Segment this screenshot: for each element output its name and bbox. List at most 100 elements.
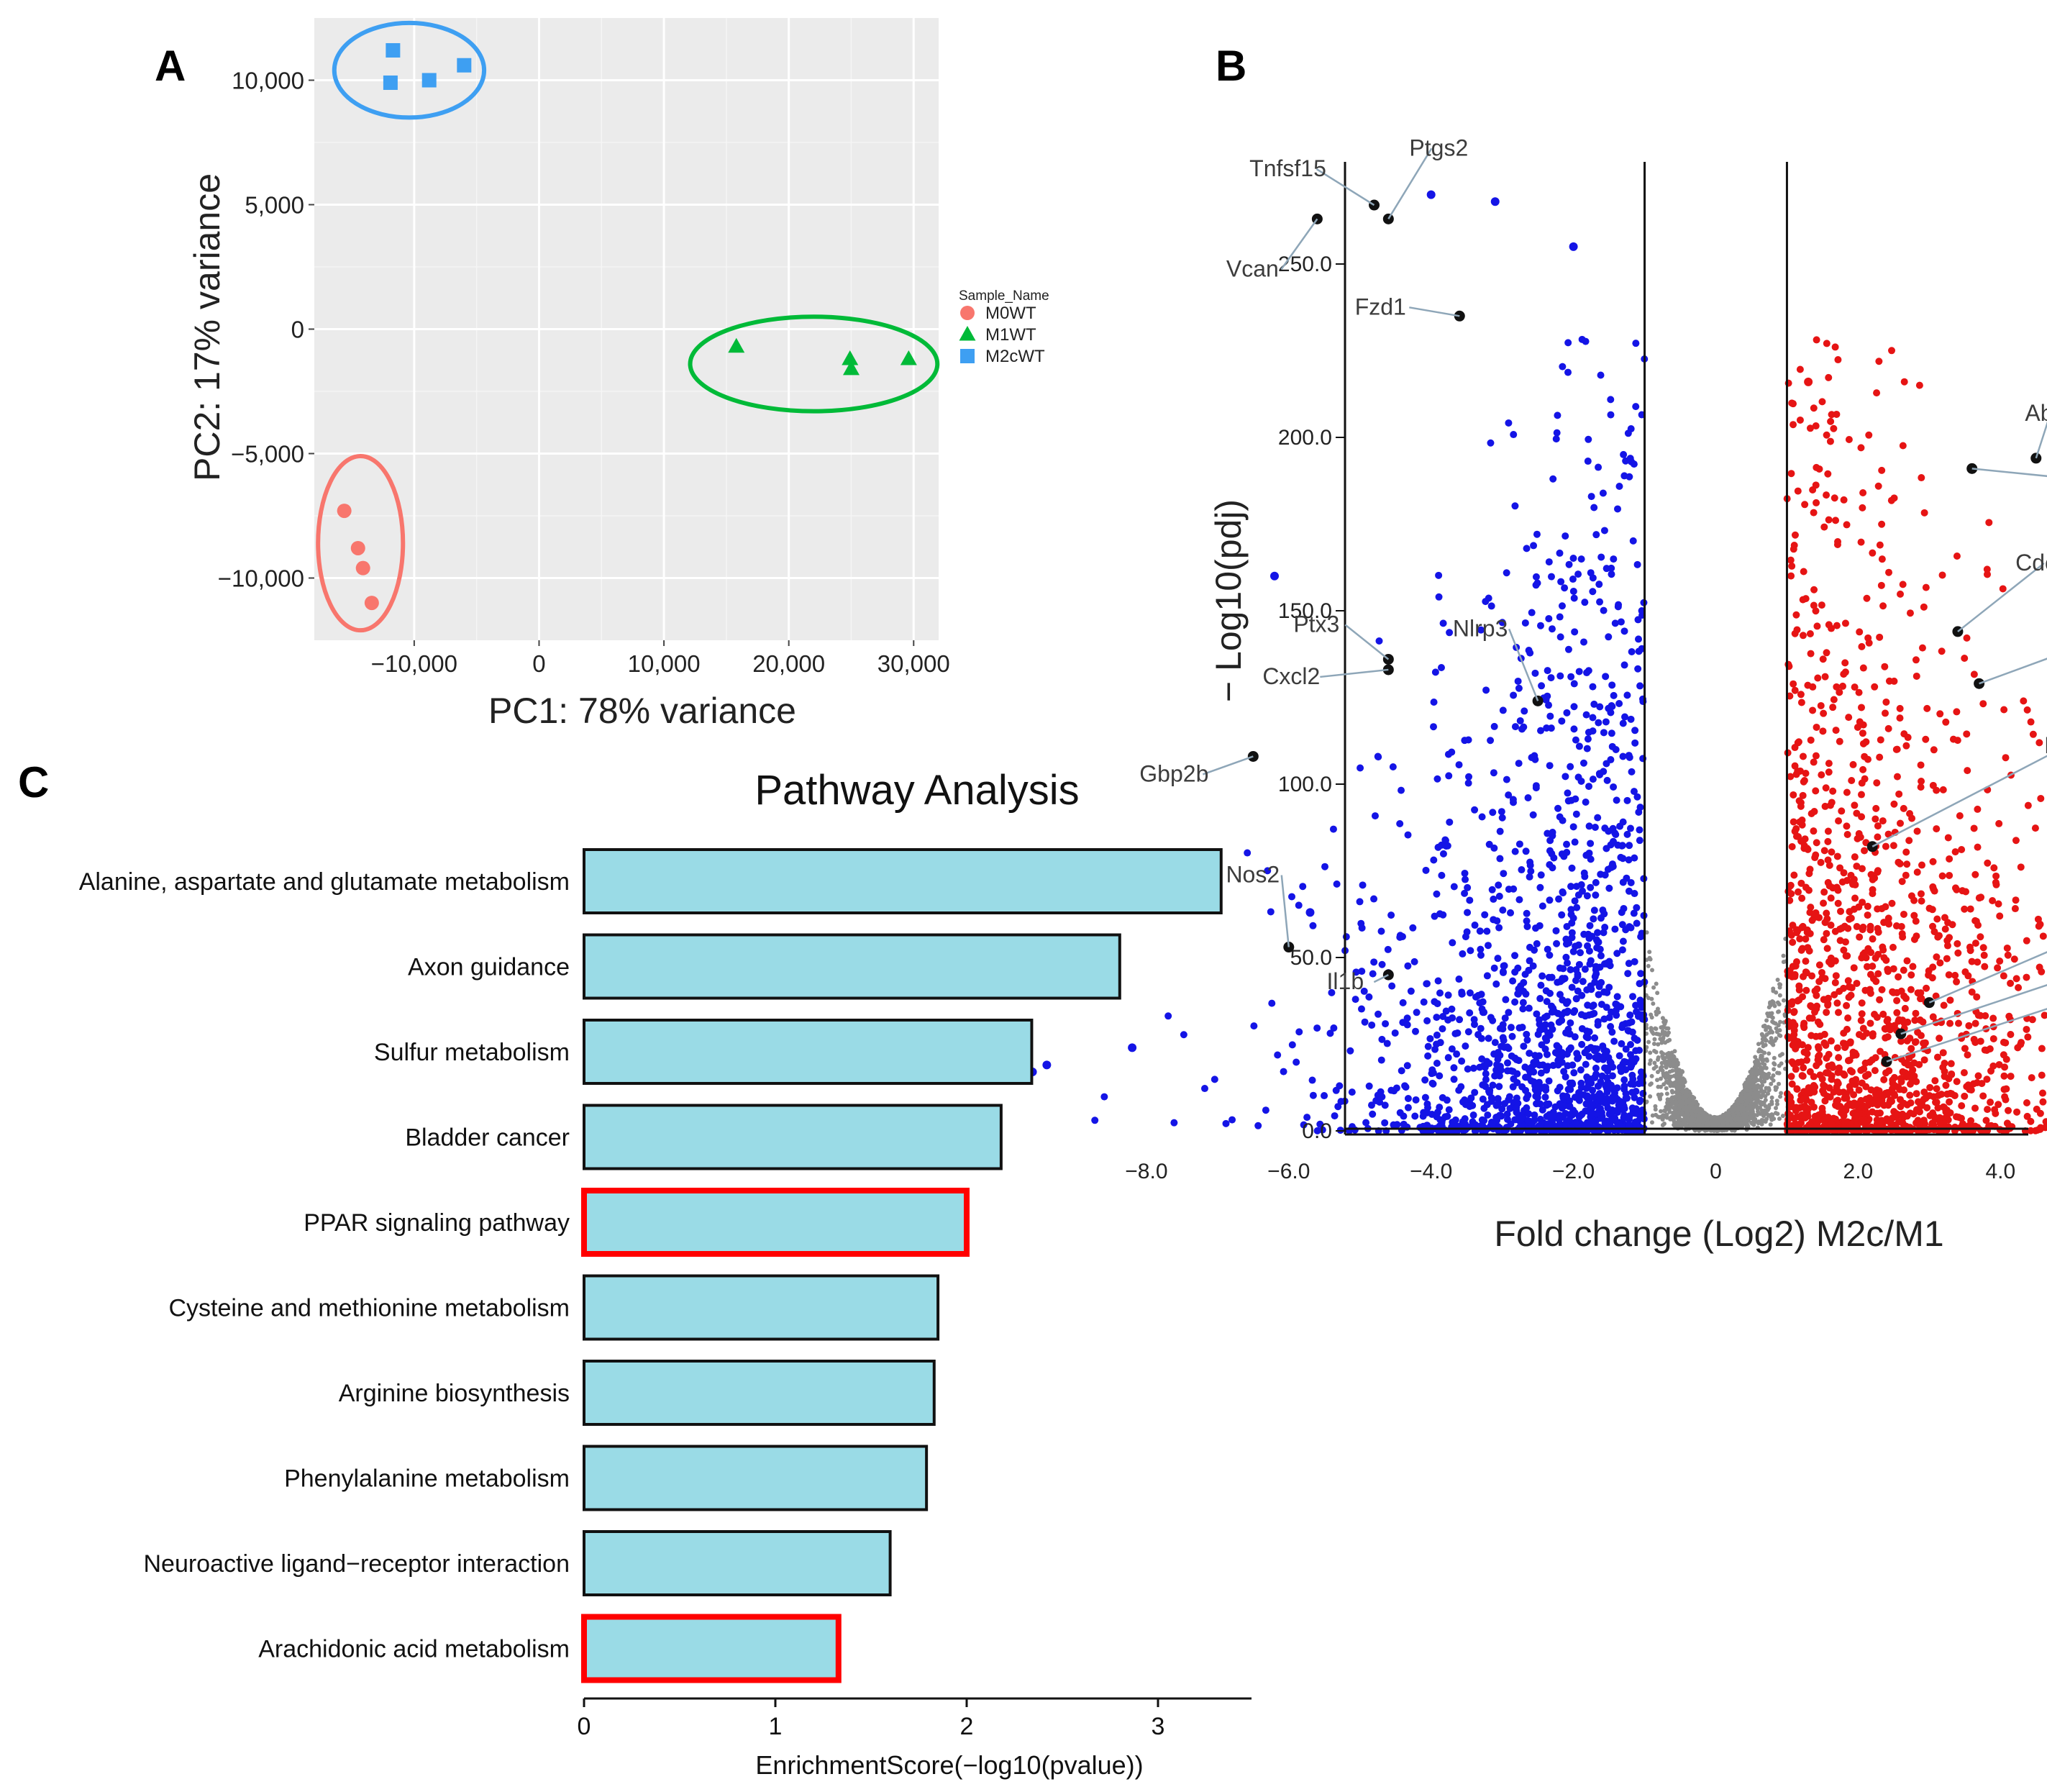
pca-point-m1wt [900,350,917,365]
volcano-point-ns [1744,1124,1749,1129]
volcano-point-up [1863,594,1871,602]
volcano-point-down [1635,647,1643,655]
volcano-point-down [1559,975,1567,983]
volcano-point-down [1527,868,1535,875]
volcano-point-down [1334,1103,1342,1111]
volcano-point-up [1864,902,1872,910]
volcano-point-up [1807,1002,1815,1010]
volcano-point-down [1091,1116,1099,1124]
volcano-point-down [1606,1058,1614,1066]
panel-label-a: A [155,42,186,90]
volcano-point-up [1851,894,1859,902]
volcano-point-down [1570,725,1578,733]
volcano-point-ns [1764,1075,1769,1081]
volcano-point-down [1581,599,1589,606]
volcano-point-down [1582,1060,1590,1068]
volcano-point-down [1599,489,1607,497]
pca-legend-label-m1wt: M1WT [985,325,1036,345]
volcano-point-down [1518,866,1526,874]
volcano-point-ns [1653,1104,1658,1109]
volcano-point-down [1567,1019,1574,1027]
volcano-point-ns [1764,1065,1769,1070]
volcano-point-down [1532,924,1540,932]
volcano-point-down [1562,953,1570,961]
volcano-point-down [1554,411,1562,419]
volcano-point-up [1859,1024,1867,1032]
volcano-point-down [1544,1063,1551,1070]
volcano-point-ns [1743,1086,1748,1091]
volcano-point-down [1585,849,1593,857]
volcano-point-down [1515,985,1523,993]
volcano-point-up [1918,861,1926,869]
volcano-point-down [1613,993,1621,1001]
volcano-point-up [1791,744,1799,752]
volcano-point-down [1519,999,1527,1006]
volcano-point-ns [1693,1101,1698,1106]
volcano-point-down [1611,619,1619,627]
volcano-point-down [1570,1069,1578,1077]
pca-point-m2cwt [421,73,437,88]
volcano-point-down [1608,570,1615,578]
volcano-point-down [1572,736,1579,744]
volcano-point-up [1836,688,1843,696]
volcano-point-ns [1746,1111,1751,1116]
volcano-point-down [1280,1068,1287,1075]
volcano-point-down [1595,463,1603,471]
volcano-point-ns [1772,1067,1777,1072]
volcano-point-down [1589,714,1597,722]
volcano-point-down [1433,1000,1441,1008]
volcano-point-down [1526,957,1533,965]
volcano-point-up [1899,442,1907,450]
volcano-point-down [1586,922,1594,929]
volcano-point-down [1601,1099,1609,1107]
volcano-point-down [1570,703,1578,711]
volcano-point-ns [1660,1024,1665,1029]
volcano-point-down [1533,1010,1541,1018]
volcano-point-ns [1656,1042,1661,1047]
volcano-point-down [1605,1084,1613,1092]
volcano-point-down [1623,691,1631,699]
volcano-point-down [1497,808,1505,816]
volcano-point-down [1513,1104,1521,1111]
volcano-point-down [1522,1073,1530,1081]
volcano-point-up [1910,1059,1918,1067]
volcano-point-down [1421,1093,1429,1101]
volcano-point-down [1537,981,1545,989]
volcano-point-up [1907,971,1915,979]
volcano-point-down [1579,638,1587,646]
volcano-point-down [1637,1011,1645,1019]
volcano-point-up [1876,996,1884,1004]
volcano-point-down [1288,1041,1296,1049]
volcano-point-up [1941,1060,1948,1068]
volcano-point-down [1433,1059,1441,1067]
volcano-point-down [1592,878,1600,886]
volcano-point-ns [1766,1030,1772,1035]
volcano-point-ns [1649,1081,1654,1086]
volcano-point-down [1502,996,1510,1004]
volcano-point-up [2007,979,2015,987]
volcano-point-down [1404,831,1412,839]
volcano-point-up [1992,881,2000,888]
volcano-point-down [1568,929,1576,937]
volcano-point-ns [1679,1111,1684,1116]
volcano-point-ns [1767,1025,1772,1030]
volcano-point-down [1553,940,1561,947]
volcano-point-up [1995,1060,2003,1068]
volcano-point-down [1538,972,1546,980]
volcano-point-down [1574,941,1582,949]
volcano-point-down [1469,1111,1477,1119]
volcano-point-down [1626,824,1634,832]
volcano-point-down [1563,709,1571,717]
volcano-point-up [1846,908,1854,916]
volcano-point-down [1554,804,1562,812]
pca-y-tick-label: −5,000 [231,441,304,468]
volcano-point-down [1483,927,1491,935]
volcano-point-ns [1647,1061,1652,1066]
volcano-point-down [1615,1101,1623,1109]
volcano-point-down [1370,958,1378,966]
volcano-point-down [1516,717,1524,724]
volcano-point-ns [1649,1120,1654,1125]
volcano-point-down [1603,776,1611,784]
volcano-point-down [1564,368,1572,376]
volcano-point-up [2012,896,2020,904]
